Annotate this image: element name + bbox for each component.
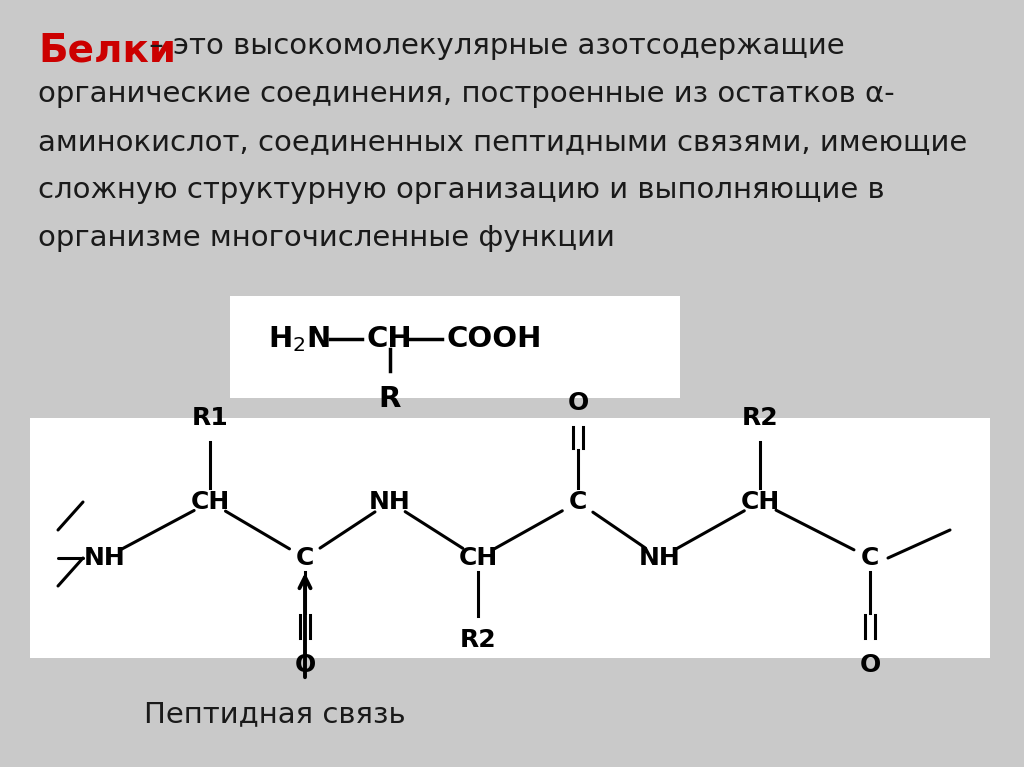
- Text: R: R: [379, 385, 401, 413]
- Text: COOH: COOH: [446, 325, 542, 353]
- Text: – это высокомолекулярные азотсодержащие: – это высокомолекулярные азотсодержащие: [140, 32, 845, 60]
- Text: R2: R2: [460, 628, 497, 652]
- Text: CH: CH: [459, 546, 498, 570]
- Text: CH: CH: [740, 490, 779, 514]
- Text: аминокислот, соединенных пептидными связями, имеющие: аминокислот, соединенных пептидными связ…: [38, 128, 968, 156]
- Text: O: O: [567, 391, 589, 415]
- Text: NH: NH: [369, 490, 411, 514]
- Text: C: C: [861, 546, 880, 570]
- Text: организме многочисленные функции: организме многочисленные функции: [38, 224, 614, 252]
- Text: C: C: [568, 490, 587, 514]
- Text: NH: NH: [84, 546, 126, 570]
- Text: C: C: [296, 546, 314, 570]
- Bar: [230, 296, 680, 398]
- Text: O: O: [859, 653, 881, 677]
- Text: Белки: Белки: [38, 32, 176, 70]
- Text: NH: NH: [639, 546, 681, 570]
- Text: Пептидная связь: Пептидная связь: [144, 700, 406, 728]
- Text: R1: R1: [191, 406, 228, 430]
- Bar: [30, 418, 990, 658]
- Text: сложную структурную организацию и выполняющие в: сложную структурную организацию и выполн…: [38, 176, 885, 204]
- Text: O: O: [294, 653, 315, 677]
- Text: H$_2$N: H$_2$N: [268, 324, 330, 354]
- Text: CH: CH: [366, 325, 412, 353]
- Text: R2: R2: [741, 406, 778, 430]
- Text: CH: CH: [190, 490, 229, 514]
- Text: органические соединения, построенные из остатков α-: органические соединения, построенные из …: [38, 80, 895, 108]
